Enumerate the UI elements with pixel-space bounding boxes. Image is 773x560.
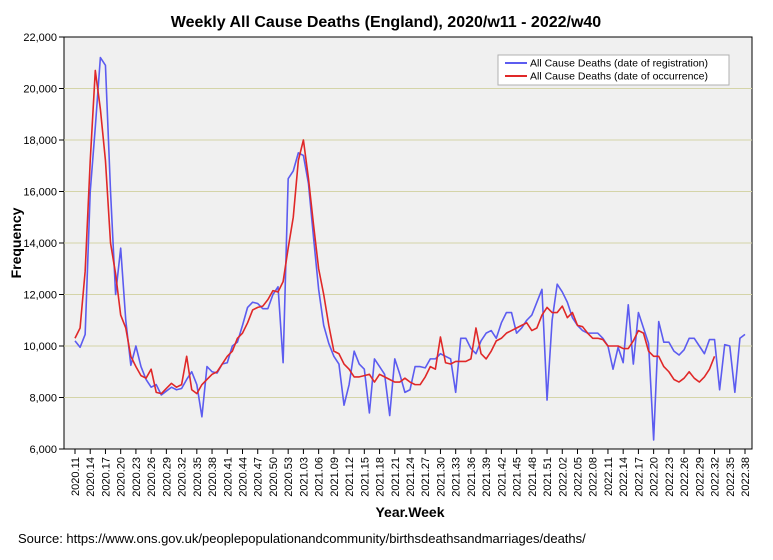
x-tick-label: 2021.18	[375, 457, 387, 497]
x-tick-label: 2020.26	[146, 457, 158, 497]
y-tick-label: 8,000	[29, 393, 57, 405]
series-lines	[74, 56, 746, 441]
x-tick-label: 2020.11	[70, 457, 82, 496]
x-tick-label: 2022.35	[725, 457, 737, 497]
x-tick-label: 2021.36	[466, 457, 478, 497]
x-tick-label: 2020.17	[100, 457, 112, 497]
x-tick-label: 2021.42	[496, 457, 508, 497]
x-tick-label: 2022.17	[633, 457, 645, 497]
x-tick-label: 2020.38	[207, 457, 219, 497]
y-tick-label: 22,000	[23, 32, 57, 44]
x-tick-label: 2022.29	[694, 457, 706, 497]
x-tick-label: 2022.26	[679, 457, 691, 497]
x-tick-label: 2022.23	[664, 457, 676, 497]
x-tick-label: 2021.15	[359, 457, 371, 497]
series-line-occurrence	[74, 69, 716, 395]
x-tick-label: 2022.02	[557, 457, 569, 497]
y-tick-label: 6,000	[29, 444, 57, 456]
x-tick-label: 2021.09	[329, 457, 341, 497]
legend: All Cause Deaths (date of registration) …	[497, 54, 730, 86]
series-line-registration	[74, 56, 746, 441]
x-tick-label: 2021.12	[344, 457, 356, 497]
x-axis-title: Year.Week	[375, 504, 444, 520]
x-tick-label: 2020.47	[253, 457, 265, 497]
x-tick-label: 2022.20	[649, 457, 661, 497]
source-note: Source: https://www.ons.gov.uk/peoplepop…	[18, 531, 586, 546]
x-tick-label: 2020.29	[161, 457, 173, 497]
x-tick-label: 2021.48	[527, 457, 539, 497]
x-tick-label: 2020.35	[192, 457, 204, 497]
x-tick-label: 2021.45	[512, 457, 524, 497]
x-tick-label: 2021.51	[542, 457, 554, 497]
y-tick-label: 20,000	[23, 84, 57, 96]
legend-label-occurrence: All Cause Deaths (date of occurrence)	[530, 71, 708, 83]
y-tick-label: 10,000	[23, 341, 57, 353]
y-axis: 6,000 8,000 10,000 12,000 14,000 16,000 18,000…	[23, 32, 64, 456]
x-tick-label: 2022.14	[618, 457, 630, 497]
x-tick-label: 2021.33	[451, 457, 463, 497]
x-tick-label: 2020.14	[85, 457, 97, 497]
gridlines	[64, 88, 752, 398]
y-tick-label: 14,000	[23, 238, 57, 250]
x-tick-label: 2020.50	[268, 457, 280, 497]
y-tick-label: 18,000	[23, 135, 57, 147]
x-tick-label: 2021.21	[390, 457, 402, 497]
y-axis-title: Frequency	[8, 207, 24, 278]
x-tick-label: 2022.05	[573, 457, 585, 497]
x-axis: 2020.11 2020.14 2020.17 2020.20 2020.23 2020.…	[70, 449, 752, 497]
x-tick-label: 2020.23	[131, 457, 143, 497]
x-tick-label: 2020.44	[238, 457, 250, 497]
x-tick-label: 2021.30	[435, 457, 447, 497]
x-tick-label: 2021.03	[298, 457, 310, 497]
legend-box	[497, 54, 730, 86]
x-tick-label: 2020.20	[116, 457, 128, 497]
chart-title: Weekly All Cause Deaths (England), 2020/…	[171, 14, 602, 31]
x-tick-label: 2020.53	[283, 457, 295, 497]
x-tick-label: 2020.32	[177, 457, 189, 497]
y-tick-label: 12,000	[23, 290, 57, 302]
x-tick-label: 2021.27	[420, 457, 432, 497]
legend-label-registration: All Cause Deaths (date of registration)	[530, 58, 708, 70]
x-tick-label: 2022.38	[740, 457, 752, 497]
x-tick-label: 2022.08	[588, 457, 600, 497]
x-tick-label: 2021.24	[405, 457, 417, 497]
y-tick-label: 16,000	[23, 187, 57, 199]
x-tick-label: 2021.06	[314, 457, 326, 497]
x-tick-label: 2021.39	[481, 457, 493, 497]
x-tick-label: 2020.41	[222, 457, 234, 497]
x-tick-label: 2022.11	[603, 457, 615, 496]
x-tick-label: 2022.32	[710, 457, 722, 497]
